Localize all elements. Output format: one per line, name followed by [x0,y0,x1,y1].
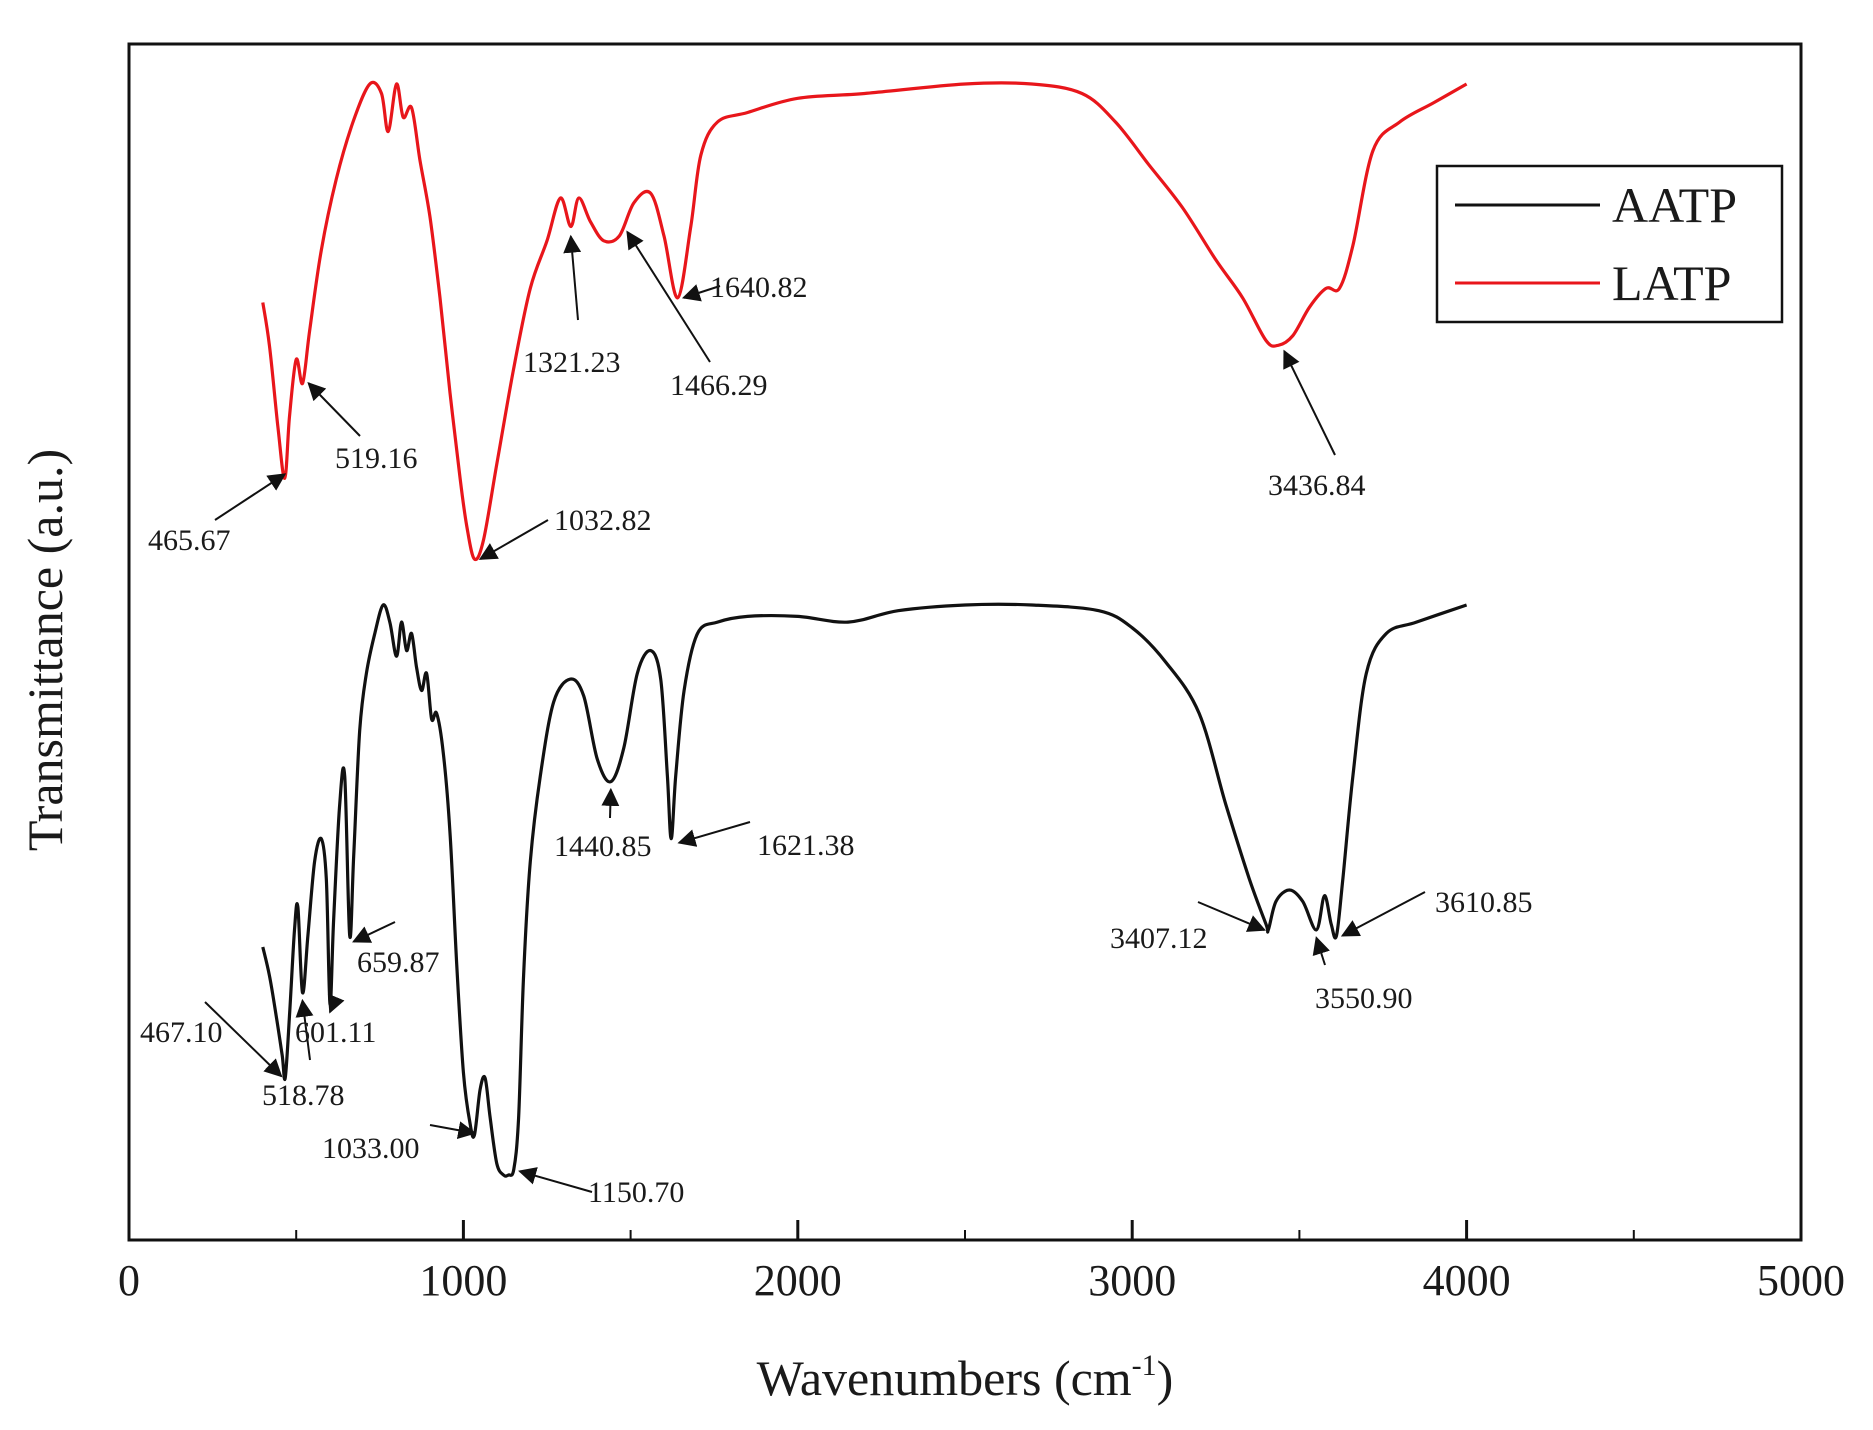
annotation-label-aatp-1621-38: 1621.38 [757,829,855,862]
annotation-label-aatp-1033-00: 1033.00 [322,1132,420,1165]
annotation-arrow-aatp-3407-12 [1197,901,1267,932]
annotation-label-latp-1321-23: 1321.23 [523,346,621,379]
legend-label-latp: LATP [1612,255,1731,311]
annotation-label-aatp-3610-85: 3610.85 [1435,886,1533,919]
x-tick-label-4000: 4000 [1423,1256,1511,1305]
annotation-arrow-latp-1640-82 [681,284,721,302]
annotation-label-aatp-3550-90: 3550.90 [1315,982,1413,1015]
x-axis-ticks [127,1220,1803,1240]
annotation-arrow-latp-465-67 [214,473,287,521]
legend-label-aatp: AATP [1612,177,1737,233]
series-layer [261,80,1468,1178]
annotation-arrow-aatp-659-87 [352,921,396,943]
annotation-label-aatp-601-11: 601.11 [295,1016,376,1049]
annotation-label-latp-519-16: 519.16 [335,442,418,475]
annotation-arrow-aatp-601-11 [327,993,345,1014]
annotation-label-aatp-467-10: 467.10 [140,1016,223,1049]
x-tick-label-0: 0 [118,1256,140,1305]
annotation-label-latp-3436-84: 3436.84 [1268,469,1366,502]
x-axis-title: Wavenumbers (cm-1) [757,1349,1174,1406]
x-axis-tick-labels: 0 1000 2000 3000 4000 5000 [118,1256,1845,1305]
annotation-arrow-latp-3436-84 [1283,349,1336,456]
annotation-label-latp-1640-82: 1640.82 [710,271,808,304]
annotation-arrow-latp-1032-82 [478,519,549,560]
series-line-latp [261,80,1468,562]
x-tick-label-5000: 5000 [1757,1256,1845,1305]
annotation-arrow-latp-519-16 [307,381,361,437]
annotation-label-aatp-518-78: 518.78 [262,1079,345,1112]
annotation-label-aatp-1440-85: 1440.85 [554,830,652,863]
annotation-arrow-latp-1466-29 [626,230,711,363]
x-tick-label-2000: 2000 [754,1256,842,1305]
annotation-arrow-aatp-1150-70 [518,1167,593,1193]
annotation-arrow-aatp-3610-85 [1340,891,1426,937]
legend: AATP LATP [1435,164,1784,324]
series-line-aatp [261,602,1468,1178]
annotation-arrow-aatp-1621-38 [677,821,751,847]
annotation-label-aatp-659-87: 659.87 [357,946,440,979]
y-axis-title: Transmittance (a.u.) [17,449,73,851]
annotation-arrow-aatp-467-10 [204,1001,283,1078]
x-tick-label-1000: 1000 [419,1256,507,1305]
annotation-arrow-aatp-1033-00 [429,1121,477,1140]
annotation-arrow-latp-1321-23 [563,234,582,321]
annotation-label-latp-1032-82: 1032.82 [554,504,652,537]
annotation-arrow-aatp-1440-85 [601,787,620,819]
annotation-arrow-aatp-518-78 [295,998,314,1061]
annotation-arrow-aatp-3550-90 [1312,936,1330,966]
annotation-label-aatp-1150-70: 1150.70 [588,1176,684,1209]
annotation-label-latp-1466-29: 1466.29 [670,369,768,402]
legend-box [1435,164,1784,324]
annotation-layer: 465.67 519.16 1032.82 1321.23 1466.29 1640.82… [140,230,1533,1209]
annotation-label-aatp-3407-12: 3407.12 [1110,922,1208,955]
x-tick-label-3000: 3000 [1088,1256,1176,1305]
annotation-label-latp-465-67: 465.67 [148,524,231,557]
